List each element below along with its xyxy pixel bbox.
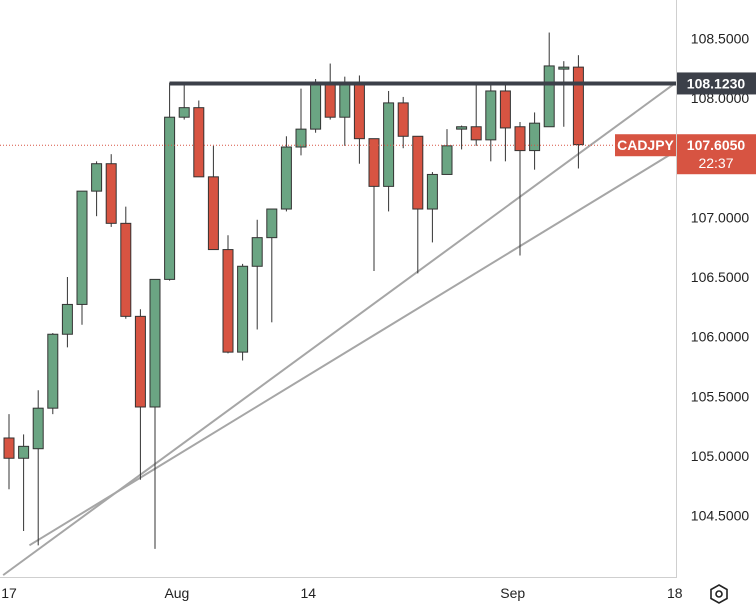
time-tick-label: Aug [164,585,189,601]
last-price-label: 107.6050 [687,137,746,153]
time-tick-label: 18 [667,585,683,601]
candle-body [324,83,336,118]
candle-body [32,407,44,450]
candle-body [295,128,307,148]
candle-body [514,126,526,152]
overlay-layer [0,81,676,146]
time-axis[interactable]: 17 Aug 14 Sep 18 [1,585,683,601]
candle-body [207,176,219,251]
candle-body [193,107,205,178]
candle-body [412,135,424,210]
candle-body [339,83,351,118]
candle-body [368,138,380,187]
candle-body [426,173,438,210]
symbol-label: CADJPY [617,137,674,153]
price-tick-label: 105.0000 [691,448,750,464]
candle-body [47,333,59,409]
candle-countdown-label: 22:37 [698,155,733,171]
price-axis[interactable]: 108.5000108.0000107.0000106.5000106.0000… [691,31,750,524]
candle-body [397,102,409,137]
time-tick-label: 17 [1,585,17,601]
candle-body [572,66,584,146]
candle-body [456,126,468,130]
trendline-2[interactable] [28,150,676,547]
candle-body [76,190,88,305]
candle-body [164,116,176,280]
price-tags: 108.1230 107.6050 22:37 CADJPY [615,72,756,175]
resistance-price-tag [677,72,756,95]
candle-layer [3,32,584,549]
candle-body [266,208,278,239]
candle-body [529,122,541,152]
candle-body [543,65,555,128]
candle-body [3,437,15,459]
candle-body [558,66,570,70]
price-tick-label: 108.5000 [691,31,750,47]
candle-body [441,145,453,175]
price-tick-label: 106.5000 [691,269,750,285]
symbol-tag [615,134,676,157]
time-tick-label: Sep [500,585,525,601]
settings-hexagon-icon[interactable] [706,582,732,606]
candle-body [18,445,30,459]
candle-body [222,249,234,353]
settings-hexagon-glyph [710,584,728,604]
price-tick-label: 104.5000 [691,508,750,524]
last-price-tag [677,134,756,175]
candle-body [149,278,161,408]
trendline-layer [2,82,676,576]
candle-body [134,315,146,408]
candle-body [310,83,322,130]
resistance-price-label: 108.1230 [687,75,746,91]
candle-body [353,83,365,140]
candle-body [499,90,511,129]
trendline-1[interactable] [2,82,676,576]
time-tick-label: 14 [301,585,317,601]
candle-body [237,265,249,353]
candle-body [91,163,103,192]
candle-body [485,90,497,141]
candle-body [61,303,73,335]
candle-body [178,107,190,118]
candle-body [280,146,292,210]
price-tick-label: 107.0000 [691,209,750,225]
candle-body [105,163,117,224]
candle-body [251,237,263,267]
price-tick-label: 106.0000 [691,329,750,345]
candle-body [383,102,395,187]
price-tick-label: 105.5000 [691,388,750,404]
candle-body [470,126,482,141]
candle-body [120,222,132,317]
